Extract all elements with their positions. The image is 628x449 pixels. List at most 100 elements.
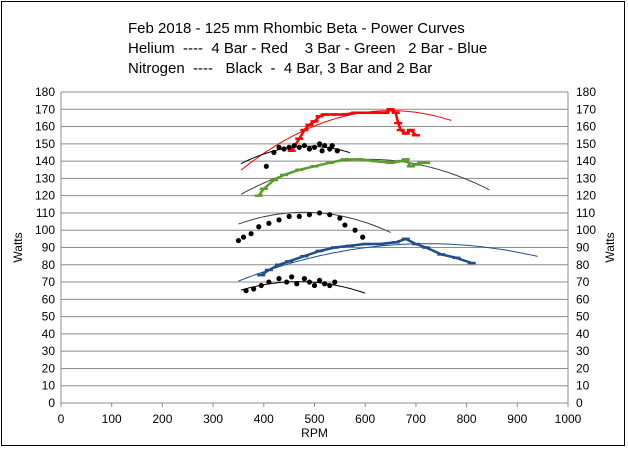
chart-title-line-1: Feb 2018 - 125 mm Rhombic Beta - Power C…: [128, 20, 465, 37]
data-point: [251, 286, 257, 292]
x-tick-label: 0: [58, 412, 65, 426]
data-point: [271, 149, 277, 156]
x-tick-label: 300: [203, 412, 223, 426]
y-tick-label-left: 90: [42, 241, 56, 255]
y-tick-label-left: 120: [35, 189, 55, 203]
y-tick-label-left: 70: [42, 275, 56, 289]
data-point: [266, 220, 272, 226]
x-tick-label: 200: [152, 412, 172, 426]
data-point: [316, 141, 323, 147]
y-tick-label-right: 80: [576, 258, 590, 272]
data-point: [360, 234, 366, 240]
y-tick-label-left: 110: [36, 206, 55, 220]
y-tick-label-right: 60: [576, 292, 590, 306]
data-point: [258, 282, 264, 289]
data-point: [352, 227, 358, 233]
y-tick-label-left: 20: [42, 361, 56, 375]
y-tick-label-right: 90: [576, 241, 590, 255]
data-point: [266, 279, 272, 285]
data-point: [276, 276, 282, 282]
y-tick-label-left: 140: [35, 154, 55, 168]
y-tick-label-left: 160: [35, 120, 55, 134]
data-point: [235, 237, 242, 244]
data-point: [291, 142, 297, 149]
data-point: [284, 279, 290, 285]
data-point: [248, 231, 254, 237]
y-tick-label-left: 130: [35, 171, 55, 185]
trendline-2: [238, 243, 538, 282]
y-tick-label-right: 30: [576, 344, 590, 358]
y-tick-label-left: 0: [48, 396, 55, 410]
x-tick-label: 400: [254, 412, 274, 426]
x-tick-label: 100: [102, 412, 122, 426]
y-tick-label-right: 0: [576, 396, 583, 410]
data-point: [322, 281, 328, 287]
data-point: [306, 279, 313, 285]
y-tick-label-left: 60: [42, 292, 56, 306]
trendlines: [238, 110, 538, 294]
chart-title-line-3: Nitrogen ---- Black - 4 Bar, 3 Bar and 2…: [128, 60, 433, 77]
y-tick-label-left: 100: [35, 223, 55, 237]
data-point: [319, 148, 325, 154]
data-point: [276, 217, 282, 223]
data-point: [301, 276, 307, 282]
y-axis-label-left: Watts: [11, 232, 25, 262]
data-point: [286, 144, 292, 150]
data-point: [296, 213, 302, 219]
data-point: [316, 277, 323, 283]
x-tick-label: 900: [507, 412, 527, 426]
x-tick-label: 600: [355, 412, 375, 426]
trendline-0: [240, 110, 452, 171]
x-tick-label: 1000: [555, 412, 582, 426]
y-tick-label-right: 100: [576, 223, 596, 237]
data-point: [329, 142, 335, 149]
data-point: [294, 281, 300, 287]
y-tick-label-right: 10: [576, 379, 590, 393]
data-point: [327, 212, 333, 218]
x-tick-label: 800: [457, 412, 477, 426]
axes: [60, 92, 569, 407]
data-point: [342, 222, 348, 228]
y-tick-label-left: 10: [42, 379, 56, 393]
chart-title-line-2: Helium ---- 4 Bar - Red 3 Bar - Green 2 …: [128, 40, 488, 57]
data-point: [256, 224, 262, 230]
data-point: [240, 234, 247, 240]
data-point: [263, 163, 269, 169]
data-point: [289, 274, 295, 280]
data-point: [281, 146, 287, 152]
y-tick-label-right: 130: [576, 171, 596, 185]
y-tick-label-right: 120: [576, 189, 596, 203]
data-point: [301, 142, 307, 149]
y-tick-label-right: 140: [576, 154, 596, 168]
x-tick-label: 500: [304, 412, 324, 426]
data-point: [286, 213, 292, 219]
x-axis-label: RPM: [301, 426, 328, 440]
y-tick-label-left: 150: [35, 137, 55, 151]
y-tick-label-left: 30: [42, 344, 56, 358]
data-point: [243, 288, 249, 294]
data-point: [311, 282, 318, 289]
y-tick-label-right: 40: [576, 327, 590, 341]
y-tick-label-right: 170: [576, 102, 596, 116]
y-tick-label-left: 50: [42, 310, 56, 324]
data-point: [306, 146, 313, 152]
data-point: [316, 210, 323, 216]
y-tick-label-left: 180: [35, 85, 55, 99]
data-point: [322, 142, 328, 149]
data-point: [337, 215, 343, 221]
data-point: [327, 282, 333, 289]
gridlines: [61, 91, 568, 387]
data-point: [334, 148, 340, 154]
y-axis-label-right: Watts: [603, 232, 617, 262]
data-point: [276, 144, 282, 150]
trendline-4: [238, 211, 391, 233]
data-points: [235, 108, 476, 294]
x-tick-label: 700: [406, 412, 426, 426]
y-tick-label-left: 80: [42, 258, 56, 272]
data-point: [296, 144, 302, 150]
y-tick-label-right: 110: [576, 206, 595, 220]
y-tick-label-right: 150: [576, 137, 596, 151]
